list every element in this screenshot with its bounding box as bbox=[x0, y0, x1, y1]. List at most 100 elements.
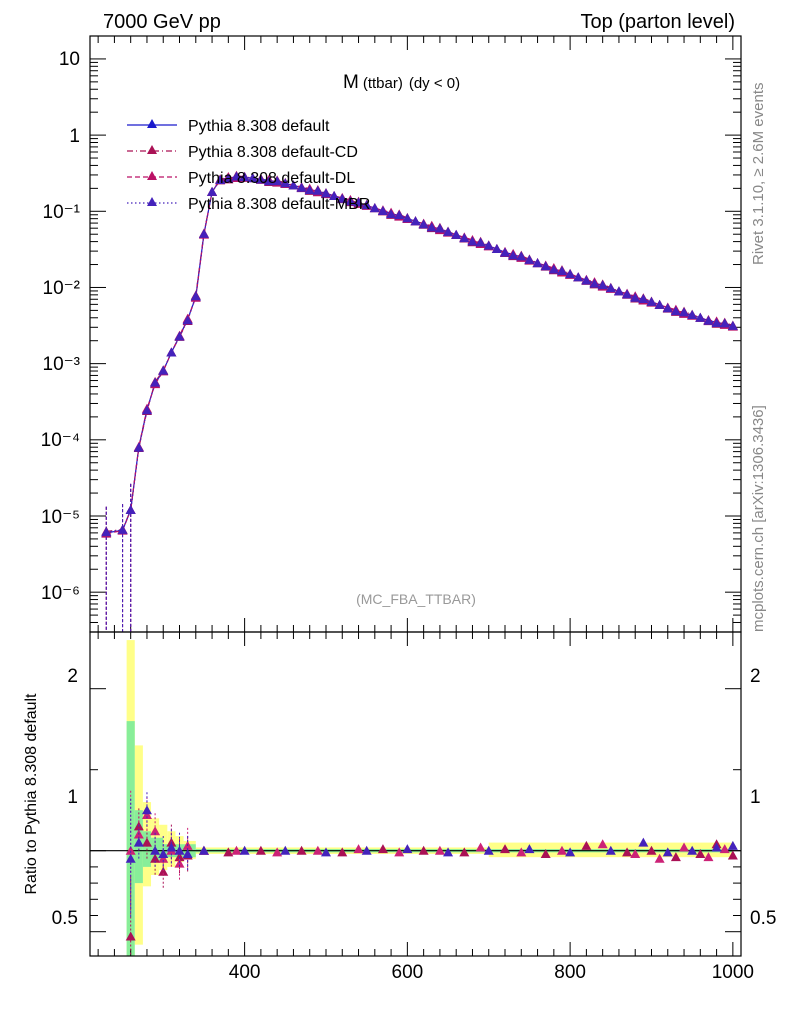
data-point bbox=[719, 318, 730, 328]
ratio-point bbox=[524, 844, 535, 854]
ratio-point bbox=[630, 848, 641, 858]
data-point bbox=[516, 251, 527, 261]
data-point bbox=[443, 226, 454, 236]
ratio-y-tick-label-right: 2 bbox=[750, 666, 761, 687]
ratio-point bbox=[296, 845, 307, 855]
x-tick-label: 400 bbox=[229, 962, 261, 983]
y-tick-label: 10⁻¹ bbox=[43, 202, 81, 223]
ratio-point bbox=[166, 842, 177, 852]
ratio-point bbox=[500, 844, 511, 854]
data-point bbox=[532, 258, 543, 268]
y-tick-label: 10 bbox=[59, 49, 80, 70]
legend-entry: Pythia 8.308 default-CD bbox=[127, 144, 358, 161]
data-point bbox=[597, 280, 608, 290]
data-point bbox=[638, 293, 649, 303]
data-point bbox=[605, 283, 616, 293]
legend-entry: Pythia 8.308 default-MBR bbox=[127, 196, 370, 213]
ratio-point bbox=[239, 845, 250, 855]
series-line bbox=[106, 176, 734, 534]
ratio-point bbox=[174, 845, 185, 855]
ratio-point bbox=[231, 845, 242, 855]
data-point bbox=[231, 171, 242, 181]
ratio-point bbox=[695, 848, 706, 858]
data-point bbox=[174, 331, 185, 341]
x-tick-label: 800 bbox=[554, 962, 586, 983]
ratio-point bbox=[150, 826, 161, 836]
ratio-point bbox=[622, 847, 633, 857]
ratio-plot-panel: 2 1 0.5 2 1 0.5 400 600 800 1000 Ratio t… bbox=[23, 631, 776, 983]
data-point bbox=[264, 176, 275, 186]
ratio-point bbox=[280, 845, 291, 855]
data-point bbox=[215, 175, 226, 185]
ratio-point bbox=[312, 845, 323, 855]
data-point bbox=[304, 185, 315, 195]
ratio-point bbox=[638, 837, 649, 847]
ratio-point bbox=[605, 845, 616, 855]
data-point bbox=[662, 303, 673, 313]
legend-label: Pythia 8.308 default-DL bbox=[188, 170, 355, 187]
ratio-axis-ticks bbox=[90, 632, 741, 956]
data-point bbox=[133, 442, 144, 452]
ratio-series-group bbox=[125, 790, 738, 956]
data-point bbox=[150, 377, 161, 387]
uncertainty-band-green bbox=[134, 810, 143, 884]
data-point bbox=[622, 289, 633, 299]
ratio-point bbox=[703, 852, 714, 862]
data-point bbox=[548, 264, 559, 274]
ratio-point bbox=[272, 847, 283, 857]
data-point bbox=[320, 188, 331, 198]
uncertainty-band-green bbox=[126, 721, 135, 956]
ratio-point bbox=[182, 848, 193, 858]
legend-marker bbox=[147, 119, 157, 128]
legend-label: Pythia 8.308 default-MBR bbox=[188, 196, 370, 213]
series-line bbox=[106, 175, 734, 532]
data-point bbox=[524, 254, 535, 264]
main-series-group bbox=[101, 170, 738, 632]
ratio-point bbox=[141, 805, 152, 815]
data-point bbox=[483, 240, 494, 250]
ratio-point bbox=[125, 853, 136, 863]
ratio-point bbox=[727, 850, 738, 860]
plot-title: M (ttbar) (dy < 0) bbox=[343, 72, 460, 93]
data-point bbox=[630, 292, 641, 302]
ratio-point bbox=[150, 845, 161, 855]
data-point bbox=[369, 203, 380, 213]
legend-marker bbox=[147, 145, 157, 154]
ratio-point bbox=[459, 847, 470, 857]
ratio-point bbox=[565, 847, 576, 857]
ratio-point bbox=[141, 837, 152, 847]
y-tick-label: 10⁻⁵ bbox=[41, 507, 80, 528]
ratio-point bbox=[540, 848, 551, 858]
ratio-y-tick-label-right: 1 bbox=[750, 787, 761, 808]
data-point bbox=[402, 213, 413, 223]
ratio-point bbox=[141, 810, 152, 820]
data-point bbox=[280, 178, 291, 188]
ratio-y-axis-label: Ratio to Pythia 8.308 default bbox=[23, 693, 40, 895]
data-point bbox=[565, 269, 576, 279]
data-point bbox=[670, 306, 681, 316]
ratio-point bbox=[679, 842, 690, 852]
ratio-point bbox=[320, 847, 331, 857]
data-point bbox=[573, 272, 584, 282]
data-point bbox=[589, 278, 600, 288]
ratio-point bbox=[556, 845, 567, 855]
data-point bbox=[613, 286, 624, 296]
data-point bbox=[166, 347, 177, 357]
data-point bbox=[467, 236, 478, 246]
ratio-point bbox=[337, 847, 348, 857]
data-point bbox=[337, 193, 348, 203]
data-point bbox=[459, 233, 470, 243]
ratio-plot-frame bbox=[89, 631, 742, 957]
y-tick-label: 10⁻⁶ bbox=[41, 583, 80, 604]
ratio-point bbox=[654, 853, 665, 863]
header-energy: 7000 GeV pp bbox=[103, 11, 221, 33]
main-y-tick-labels: 10 1 10⁻¹ 10⁻² 10⁻³ 10⁻⁴ 10⁻⁵ 10⁻⁶ bbox=[41, 49, 80, 604]
legend-marker bbox=[147, 171, 157, 180]
ratio-point bbox=[475, 842, 486, 852]
ratio-point bbox=[443, 847, 454, 857]
data-point bbox=[500, 247, 511, 257]
y-tick-label: 10⁻² bbox=[43, 278, 81, 299]
data-point bbox=[540, 261, 551, 271]
legend-label: Pythia 8.308 default bbox=[188, 118, 330, 135]
